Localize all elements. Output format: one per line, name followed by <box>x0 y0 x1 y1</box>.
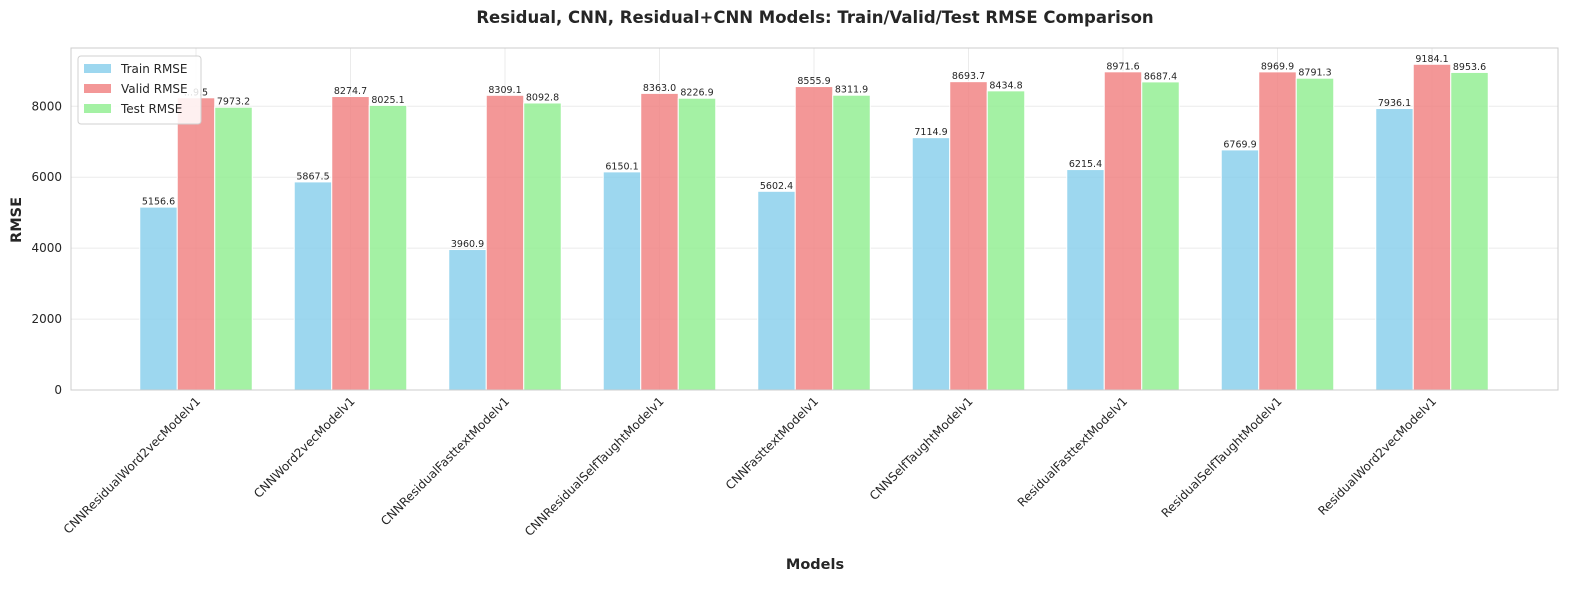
bar-valid-rmse <box>485 94 525 391</box>
legend-swatch <box>84 104 111 113</box>
bar-value-label: 5156.6 <box>142 197 175 208</box>
x-tick-label: CNNFasttextModelv1 <box>723 394 821 492</box>
y-axis-label: RMSE <box>9 197 25 243</box>
bar-value-label: 5602.4 <box>760 181 793 192</box>
bar-value-label: 8693.7 <box>952 71 985 82</box>
y-tick-label: 6000 <box>31 170 62 184</box>
x-tick-label: ResidualSelfTaughtModelv1 <box>1159 394 1285 520</box>
bar-train-rmse <box>448 249 487 391</box>
bar-value-label: 8791.3 <box>1298 68 1331 79</box>
bar-value-label: 7973.2 <box>217 97 250 108</box>
bar-value-label: 8226.9 <box>680 88 713 99</box>
bar-value-label: 8687.4 <box>1144 71 1177 82</box>
bar-train-rmse <box>602 171 642 391</box>
bar-value-label: 6150.1 <box>605 161 638 172</box>
bar-value-label: 8363.0 <box>643 83 676 94</box>
bar-value-label: 8971.6 <box>1106 61 1139 72</box>
bar-test-rmse <box>523 102 562 391</box>
bar-value-label: 8434.8 <box>989 80 1022 91</box>
bar-test-rmse <box>1450 71 1489 391</box>
y-tick-label: 0 <box>54 383 62 397</box>
bar-value-label: 8311.9 <box>835 85 868 96</box>
bar-valid-rmse <box>176 97 216 391</box>
bar-test-rmse <box>832 94 871 391</box>
bar-test-rmse <box>677 97 717 391</box>
bar-valid-rmse <box>640 92 679 391</box>
y-tick-label: 2000 <box>31 312 62 326</box>
legend-swatch <box>84 64 111 73</box>
bar-train-rmse <box>139 206 178 391</box>
bar-test-rmse <box>1141 81 1180 391</box>
bar-value-label: 5867.5 <box>296 171 329 182</box>
y-tick-label: 4000 <box>31 241 62 255</box>
plot-frame <box>70 47 1559 391</box>
bar-value-label: 8092.8 <box>526 92 559 103</box>
x-tick-label: CNNResidualFasttextModelv1 <box>378 394 512 528</box>
legend-swatch <box>84 84 111 93</box>
bar-train-rmse <box>1375 108 1414 391</box>
bar-value-label: 7114.9 <box>914 127 947 138</box>
bar-value-label: 6215.4 <box>1069 159 1102 170</box>
y-axis-ticks: 0 2000 4000 6000 8000 <box>31 99 62 397</box>
legend: Train RMSE Valid RMSE Test RMSE <box>77 55 202 125</box>
x-tick-label: ResidualWord2vecModelv1 <box>1315 394 1439 518</box>
bar-test-rmse <box>214 106 253 391</box>
bar-test-rmse <box>1295 77 1335 391</box>
bar-value-label: 8025.1 <box>371 95 404 106</box>
legend-entry: Train RMSE <box>120 62 188 76</box>
bar-train-rmse <box>757 190 796 391</box>
chart-title: Residual, CNN, Residual+CNN Models: Trai… <box>476 8 1153 27</box>
bar-train-rmse <box>293 181 333 391</box>
bar-train-rmse <box>1066 169 1105 391</box>
bar-value-label: 8274.7 <box>334 86 367 97</box>
bar-value-label: 3960.9 <box>451 239 484 250</box>
bar-value-label: 8953.6 <box>1453 62 1486 73</box>
bar-valid-rmse <box>794 86 834 391</box>
x-axis-ticks: CNNResidualWord2vecModelv1 CNNWord2vecMod… <box>61 394 1439 539</box>
legend-entry: Valid RMSE <box>121 82 188 96</box>
x-tick-label: CNNResidualSelfTaughtModelv1 <box>522 394 667 539</box>
bar-value-label: 7936.1 <box>1378 98 1411 109</box>
bar-test-rmse <box>368 104 408 391</box>
bar-train-rmse <box>911 137 951 391</box>
x-tick-label: CNNWord2vecModelv1 <box>251 394 358 501</box>
x-axis-label: Models <box>786 557 844 573</box>
data-labels: 5156.6 5867.5 3960.9 6150.1 5602.4 7114.9 6215… <box>142 54 1486 250</box>
bar-value-label: 8555.9 <box>797 76 830 87</box>
bar-valid-rmse <box>949 81 988 391</box>
y-tick-label: 8000 <box>31 99 62 113</box>
x-tick-label: ResidualFasttextModelv1 <box>1015 394 1130 509</box>
bar-value-label: 9184.1 <box>1415 54 1448 65</box>
bar-valid-rmse <box>1258 71 1297 391</box>
bar-value-label: 8309.1 <box>488 85 521 96</box>
bar-value-label: 6769.9 <box>1223 139 1256 150</box>
legend-entry: Test RMSE <box>120 102 182 116</box>
x-tick-label: CNNSelfTaughtModelv1 <box>867 394 976 503</box>
x-tick-label: CNNResidualWord2vecModelv1 <box>61 394 203 536</box>
bars <box>139 63 1489 391</box>
bar-valid-rmse <box>1103 71 1143 391</box>
bar-train-rmse <box>1220 149 1260 391</box>
bar-valid-rmse <box>331 96 370 391</box>
bar-valid-rmse <box>1412 63 1452 391</box>
bar-value-label: 8969.9 <box>1261 61 1294 72</box>
bar-test-rmse <box>986 90 1026 391</box>
